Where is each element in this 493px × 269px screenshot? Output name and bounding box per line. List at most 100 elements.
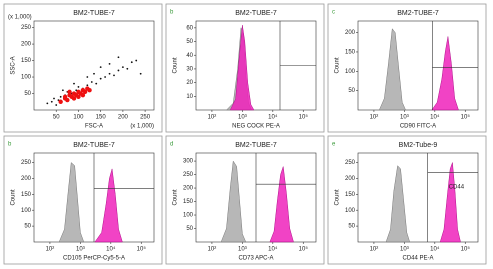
x-tick-label: 10³ bbox=[400, 247, 409, 253]
y-tick-label: 250 bbox=[345, 160, 356, 166]
y-tick-label: 200 bbox=[345, 30, 356, 36]
x-axis-label: NEG COCK PE-A bbox=[232, 124, 280, 130]
point bbox=[62, 94, 68, 100]
point bbox=[71, 96, 77, 101]
x-tick-label: 10³ bbox=[238, 115, 247, 121]
x-axis-label: CD90 FITC-A bbox=[400, 124, 436, 130]
y-axis-label: Count bbox=[335, 57, 341, 73]
y-tick-label: 50 bbox=[24, 224, 31, 230]
x-tick-label: 10⁴ bbox=[106, 246, 116, 253]
y-axis-label: Count bbox=[335, 189, 341, 205]
histogram bbox=[431, 36, 459, 111]
point bbox=[65, 97, 70, 103]
panel-title: BM2-TUBE-7 bbox=[235, 142, 277, 149]
y-tick-label: 150 bbox=[345, 50, 356, 56]
point bbox=[77, 86, 80, 88]
x-axis-label: CD44 PE-A bbox=[402, 256, 433, 262]
point bbox=[121, 66, 124, 69]
x-tick-label: 10³ bbox=[238, 247, 247, 253]
panel bbox=[3, 135, 163, 265]
histogram bbox=[439, 162, 461, 243]
x-tick-label: 10⁵ bbox=[461, 246, 471, 253]
x-tick-label: 10³ bbox=[400, 115, 409, 121]
point bbox=[117, 69, 120, 72]
x-tick-label: 150 bbox=[96, 115, 107, 121]
point bbox=[61, 89, 64, 92]
point bbox=[87, 88, 92, 93]
y-tick-label: 60 bbox=[186, 25, 193, 31]
point bbox=[59, 95, 62, 98]
panel-title: BM2-TUBE-7 bbox=[397, 10, 439, 17]
point bbox=[139, 72, 142, 75]
panel-title: BM2-TUBE-7 bbox=[235, 10, 277, 17]
x-tick-label: 10³ bbox=[76, 247, 85, 253]
x-tick-label: 10² bbox=[208, 247, 217, 253]
point bbox=[67, 89, 72, 95]
x-tick-label: 100 bbox=[73, 115, 84, 121]
panel-title: BM2-TUBE-7 bbox=[73, 142, 115, 149]
y-tick-label: 100 bbox=[21, 75, 32, 81]
histogram bbox=[94, 168, 123, 243]
x-tick-label: 10² bbox=[208, 115, 217, 121]
y-tick-label: 30 bbox=[186, 67, 193, 73]
point bbox=[86, 76, 89, 78]
y-tick-label: 50 bbox=[24, 91, 31, 97]
panel-letter: c bbox=[332, 10, 335, 16]
y-tick-label: 100 bbox=[345, 69, 356, 75]
panel-letter: b bbox=[170, 10, 174, 16]
panel bbox=[3, 3, 163, 133]
point bbox=[73, 82, 75, 85]
point bbox=[82, 89, 88, 95]
point bbox=[99, 77, 102, 80]
y-tick-label: 200 bbox=[345, 176, 356, 182]
panel-letter: e bbox=[332, 142, 336, 148]
point bbox=[126, 67, 129, 70]
y-tick-label: 250 bbox=[21, 25, 32, 31]
x-tick-label: 10⁵ bbox=[461, 114, 471, 121]
y-tick-label: 150 bbox=[21, 58, 32, 64]
y-tick-label: 100 bbox=[183, 213, 194, 219]
histogram bbox=[229, 25, 255, 111]
x-tick-label: 10⁵ bbox=[299, 246, 309, 253]
y-tick-label: 40 bbox=[186, 53, 193, 59]
panel-letter: d bbox=[170, 142, 173, 148]
x-tick-label: 10⁴ bbox=[268, 114, 278, 121]
point bbox=[90, 81, 93, 83]
point bbox=[104, 76, 107, 78]
gate bbox=[279, 21, 316, 110]
y-axis-label: Count bbox=[173, 57, 179, 73]
histogram bbox=[269, 166, 294, 243]
x-note: (x 1,000) bbox=[130, 124, 154, 130]
y-tick-label: 150 bbox=[21, 192, 32, 198]
x-tick-label: 10⁵ bbox=[299, 114, 309, 121]
y-tick-label: 250 bbox=[183, 172, 194, 178]
y-tick-label: 50 bbox=[348, 224, 355, 230]
y-tick-label: 50 bbox=[186, 226, 193, 232]
gate bbox=[427, 153, 478, 242]
point bbox=[130, 61, 133, 64]
y-tick-label: 150 bbox=[183, 199, 194, 205]
point bbox=[53, 97, 55, 100]
panel-title: BM2-Tube-9 bbox=[399, 142, 438, 149]
y-tick-label: 200 bbox=[183, 186, 194, 192]
x-tick-label: 10⁴ bbox=[268, 246, 278, 253]
point bbox=[108, 62, 111, 65]
point bbox=[46, 102, 49, 105]
x-tick-label: 10⁴ bbox=[430, 114, 440, 121]
x-axis-label: CD105 PerCP-Cy5-5-A bbox=[63, 256, 125, 262]
point bbox=[55, 104, 58, 106]
y-tick-label: 50 bbox=[348, 88, 355, 94]
y-note: (x 1,000) bbox=[8, 15, 32, 21]
y-tick-label: 20 bbox=[186, 80, 193, 86]
panel bbox=[165, 135, 325, 265]
panel-title: BM2-TUBE-7 bbox=[73, 10, 115, 17]
point bbox=[76, 94, 81, 100]
y-tick-label: 250 bbox=[21, 160, 32, 166]
y-tick-label: 200 bbox=[21, 176, 32, 182]
point bbox=[93, 72, 95, 75]
x-tick-label: 200 bbox=[118, 115, 129, 121]
y-axis-label: Count bbox=[11, 189, 17, 205]
gate bbox=[255, 153, 316, 242]
annotation: CD44 bbox=[449, 184, 465, 190]
